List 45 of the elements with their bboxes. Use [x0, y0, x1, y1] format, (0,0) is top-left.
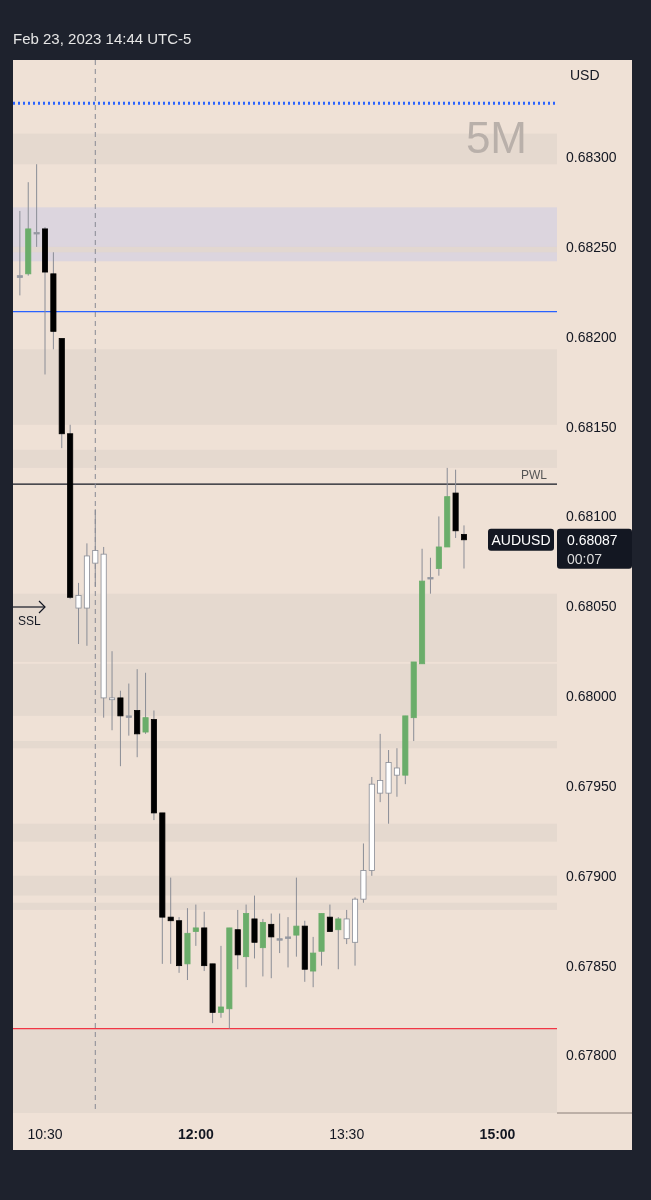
text: 0.68087 [567, 531, 618, 548]
candlestick [251, 895, 258, 959]
y-tick-label: 0.68300 [566, 149, 617, 166]
candlestick [142, 672, 149, 735]
y-axis-title: USD [570, 67, 600, 83]
candlestick [427, 557, 434, 595]
candlestick [285, 916, 292, 968]
candlestick [268, 913, 275, 979]
y-tick-label: 0.68200 [566, 328, 617, 345]
ref-line-label: PWL [520, 468, 548, 483]
candlestick [293, 877, 300, 958]
candlestick [75, 582, 82, 645]
y-tick-label: 0.68250 [566, 238, 617, 255]
candlestick [117, 690, 124, 767]
candlestick [460, 524, 467, 570]
annotation: AUDUSD [491, 531, 551, 548]
x-tick-label: 13:30 [329, 1126, 365, 1142]
x-tick-label: 12:00 [177, 1126, 214, 1142]
annotation: SSL [18, 614, 42, 628]
text: 00:07 [567, 550, 603, 567]
candlestick [343, 909, 350, 945]
x-tick-label: 10:30 [27, 1126, 63, 1142]
candlestick [16, 210, 23, 296]
candlestick [217, 945, 224, 1019]
candlestick [393, 747, 400, 798]
candlestick [125, 683, 132, 737]
candlestick [326, 904, 333, 933]
y-tick-label: 0.68050 [566, 598, 617, 615]
y-tick-label: 0.67850 [566, 957, 617, 974]
y-tick-label: 0.68100 [566, 508, 617, 525]
y-tick-label: 0.67950 [566, 777, 617, 794]
candlestick [377, 733, 384, 803]
y-tick-label: 0.67800 [566, 1047, 617, 1064]
candlestick [310, 936, 317, 988]
x-tick-label: 15:00 [479, 1126, 516, 1142]
candlestick [276, 913, 283, 954]
candlestick [134, 668, 141, 758]
y-tick-label: 0.68000 [566, 688, 617, 705]
candlestick [109, 650, 116, 731]
chart-title: Feb 23, 2023 14:44 UTC-5 [13, 30, 192, 47]
candlestick [33, 163, 40, 248]
y-tick-label: 0.67900 [566, 867, 617, 884]
candlestick [192, 904, 199, 947]
candlestick [435, 515, 442, 577]
y-tick-label: 0.68150 [566, 418, 617, 435]
